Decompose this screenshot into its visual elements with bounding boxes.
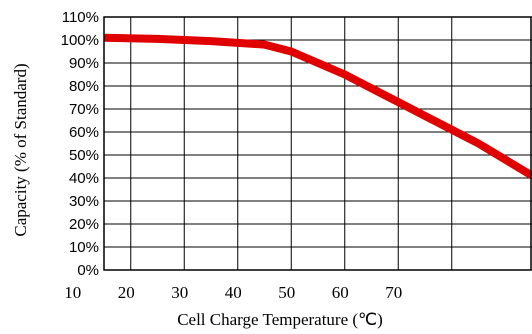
y-tick-label: 80% — [69, 78, 99, 95]
y-tick-label: 110% — [62, 9, 99, 26]
y-tick-label: 50% — [69, 147, 99, 164]
x-tick-label: 70 — [385, 283, 402, 302]
x-tick-label: 50 — [278, 283, 295, 302]
y-tick-label: 40% — [69, 170, 99, 187]
y-axis-title: Capacity (% of Standard) — [11, 63, 30, 236]
x-tick-label: 20 — [118, 283, 135, 302]
y-tick-label: 20% — [69, 216, 99, 233]
x-tick-label: 40 — [225, 283, 242, 302]
y-tick-label: 30% — [69, 193, 99, 210]
series-layer — [103, 33, 532, 180]
y-tick-label: 70% — [69, 101, 99, 118]
x-tick-label: 60 — [332, 283, 349, 302]
x-axis-title: Cell Charge Temperature (℃) — [177, 310, 383, 329]
y-tick-label: 10% — [69, 239, 99, 256]
plot-frame — [103, 16, 532, 271]
y-tick-label: 60% — [69, 124, 99, 141]
grid — [104, 16, 532, 271]
y-tick-label: 100% — [61, 32, 99, 49]
y-tick-label: 0% — [77, 262, 99, 279]
x-tick-label: 10 — [64, 283, 81, 302]
y-tick-label: 90% — [69, 55, 99, 72]
tick-labels: 0% 10% 20% 30% 40% 50% 60% 70% 80% 90% 100% 110% 10 2… — [61, 9, 403, 302]
capacity-series-line — [103, 33, 532, 180]
x-tick-label: 30 — [171, 283, 188, 302]
